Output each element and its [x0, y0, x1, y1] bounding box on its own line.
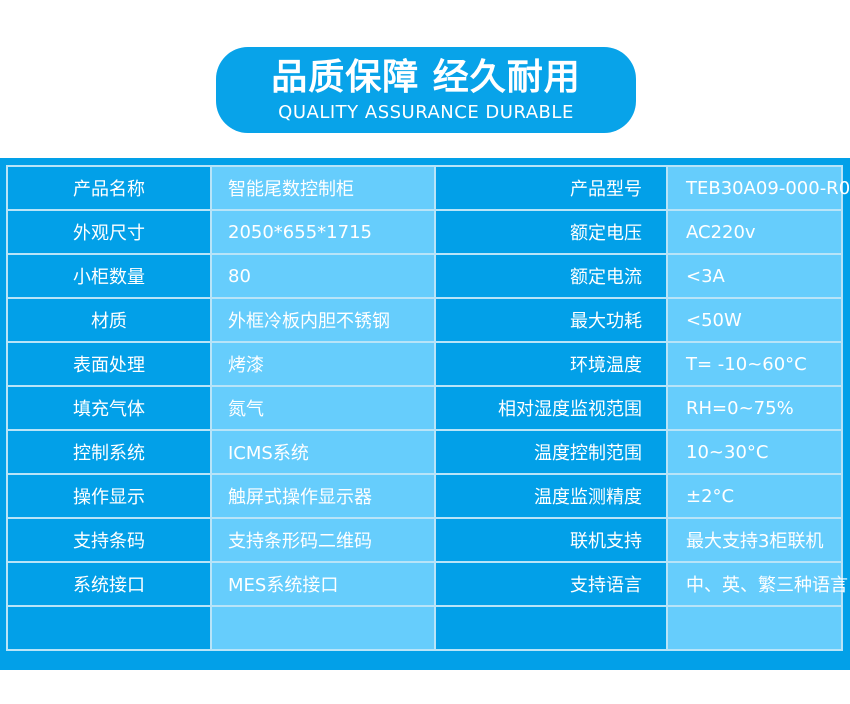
spec-label: 表面处理: [6, 341, 212, 387]
table-row: 外观尺寸 2050*655*1715 额定电压 AC220v: [6, 209, 843, 255]
spec-value: 2050*655*1715: [210, 209, 436, 255]
table-row: 填充气体 氮气 相对湿度监视范围 RH=0~75%: [6, 385, 843, 431]
spec-value: 80: [210, 253, 436, 299]
spec-label: 系统接口: [6, 561, 212, 607]
spec-value: [666, 605, 843, 651]
table-row: [6, 605, 843, 651]
spec-value: <50W: [666, 297, 843, 343]
spec-value: ICMS系统: [210, 429, 436, 475]
spec-label: 环境温度: [434, 341, 668, 387]
spec-label: 联机支持: [434, 517, 668, 563]
spec-panel: 产品名称 智能尾数控制柜 产品型号 TEB30A09-000-R0 外观尺寸 2050*6…: [0, 158, 850, 670]
spec-value: ±2°C: [666, 473, 843, 519]
spec-label: 支持语言: [434, 561, 668, 607]
table-row: 材质 外框冷板内胆不锈钢 最大功耗 <50W: [6, 297, 843, 343]
spec-value: 外框冷板内胆不锈钢: [210, 297, 436, 343]
spec-label: 温度监测精度: [434, 473, 668, 519]
table-row: 产品名称 智能尾数控制柜 产品型号 TEB30A09-000-R0: [6, 165, 850, 211]
table-row: 表面处理 烤漆 环境温度 T= -10~60°C: [6, 341, 843, 387]
table-row: 支持条码 支持条形码二维码 联机支持 最大支持3柜联机: [6, 517, 843, 563]
spec-label: 外观尺寸: [6, 209, 212, 255]
spec-label: 产品型号: [434, 165, 668, 211]
spec-label: [434, 605, 668, 651]
header-subtitle: QUALITY ASSURANCE DURABLE: [278, 102, 574, 123]
header-banner: 品质保障 经久耐用 QUALITY ASSURANCE DURABLE: [216, 47, 636, 133]
spec-label: 材质: [6, 297, 212, 343]
spec-label: 最大功耗: [434, 297, 668, 343]
spec-value: [210, 605, 436, 651]
spec-value: MES系统接口: [210, 561, 436, 607]
table-row: 操作显示 触屏式操作显示器 温度监测精度 ±2°C: [6, 473, 843, 519]
spec-value: 支持条形码二维码: [210, 517, 436, 563]
spec-label: 小柜数量: [6, 253, 212, 299]
spec-table: 产品名称 智能尾数控制柜 产品型号 TEB30A09-000-R0 外观尺寸 2050*6…: [6, 165, 850, 651]
spec-label: 操作显示: [6, 473, 212, 519]
table-row: 小柜数量 80 额定电流 <3A: [6, 253, 843, 299]
spec-label: 额定电压: [434, 209, 668, 255]
spec-value: 10~30°C: [666, 429, 843, 475]
spec-value: TEB30A09-000-R0: [666, 165, 850, 211]
spec-label: 控制系统: [6, 429, 212, 475]
spec-value: 触屏式操作显示器: [210, 473, 436, 519]
spec-value: 中、英、繁三种语言: [666, 561, 848, 607]
spec-label: 产品名称: [6, 165, 212, 211]
spec-label: 相对湿度监视范围: [434, 385, 668, 431]
spec-value: AC220v: [666, 209, 843, 255]
spec-value: 最大支持3柜联机: [666, 517, 843, 563]
spec-value: <3A: [666, 253, 843, 299]
table-row: 控制系统 ICMS系统 温度控制范围 10~30°C: [6, 429, 843, 475]
spec-value: RH=0~75%: [666, 385, 843, 431]
spec-label: 支持条码: [6, 517, 212, 563]
spec-label: [6, 605, 212, 651]
spec-value: 智能尾数控制柜: [210, 165, 436, 211]
spec-label: 温度控制范围: [434, 429, 668, 475]
table-row: 系统接口 MES系统接口 支持语言 中、英、繁三种语言: [6, 561, 848, 607]
spec-label: 额定电流: [434, 253, 668, 299]
header-title: 品质保障 经久耐用: [271, 57, 581, 98]
spec-value: 烤漆: [210, 341, 436, 387]
spec-label: 填充气体: [6, 385, 212, 431]
spec-value: 氮气: [210, 385, 436, 431]
spec-value: T= -10~60°C: [666, 341, 843, 387]
